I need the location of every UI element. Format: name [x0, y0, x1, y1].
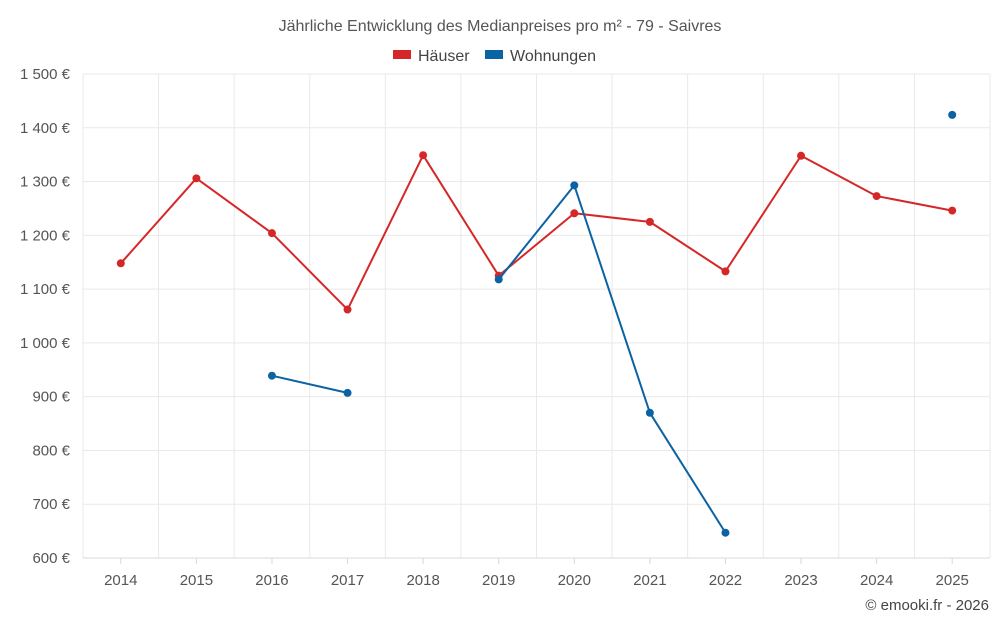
data-point-haeuser[interactable]	[721, 267, 730, 276]
y-tick-label: 700 €	[32, 496, 70, 513]
data-point-haeuser[interactable]	[116, 259, 125, 268]
data-point-haeuser[interactable]	[872, 192, 881, 201]
data-point-haeuser[interactable]	[192, 174, 201, 183]
x-tick-label: 2018	[406, 572, 439, 589]
series-line-wohnungen	[497, 184, 727, 534]
x-axis: 2014 2015 2016 2017 2018 2019 2020 2021 2022 2023…	[83, 557, 990, 589]
x-tick-label: 2024	[860, 572, 893, 589]
x-tick-label: 2025	[936, 572, 969, 589]
x-tick-label: 2019	[482, 572, 515, 589]
data-point-wohnungen[interactable]	[570, 181, 579, 190]
data-point-haeuser[interactable]	[343, 305, 352, 314]
x-tick-label: 2021	[633, 572, 666, 589]
data-point-wohnungen[interactable]	[494, 275, 503, 284]
x-tick-label: 2015	[180, 572, 213, 589]
data-point-wohnungen[interactable]	[645, 408, 654, 417]
legend-swatch-wohnungen	[485, 50, 503, 59]
data-point-haeuser[interactable]	[267, 229, 276, 238]
y-tick-label: 1 100 €	[20, 281, 71, 298]
y-axis: 600 € 700 € 800 € 900 € 1 000 € 1 100 € 1 200 …	[20, 66, 71, 567]
grid	[82, 73, 991, 558]
y-tick-label: 1 400 €	[20, 120, 71, 137]
y-tick-label: 1 500 €	[20, 66, 71, 83]
chart-title: Jährliche Entwicklung des Medianpreises …	[279, 18, 722, 35]
y-tick-label: 600 €	[32, 550, 70, 567]
series-line-wohnungen	[270, 374, 349, 394]
legend-swatch-haeuser	[393, 50, 411, 59]
y-tick-label: 900 €	[32, 389, 70, 406]
data-point-haeuser[interactable]	[570, 209, 579, 218]
y-tick-label: 800 €	[32, 442, 70, 459]
x-tick-label: 2016	[255, 572, 288, 589]
legend-label-wohnungen[interactable]: Wohnungen	[510, 48, 596, 65]
legend-label-haeuser[interactable]: Häuser	[418, 48, 470, 65]
plot-area	[116, 110, 957, 537]
x-tick-label: 2023	[784, 572, 817, 589]
x-tick-label: 2022	[709, 572, 742, 589]
data-point-wohnungen[interactable]	[267, 371, 276, 380]
data-point-haeuser[interactable]	[419, 151, 428, 160]
x-tick-label: 2020	[558, 572, 591, 589]
data-point-wohnungen[interactable]	[343, 388, 352, 397]
credit-text: © emooki.fr - 2026	[865, 597, 989, 614]
data-point-haeuser[interactable]	[797, 151, 806, 160]
data-point-haeuser[interactable]	[948, 206, 957, 215]
x-tick-label: 2017	[331, 572, 364, 589]
y-tick-label: 1 200 €	[20, 227, 71, 244]
x-tick-label: 2014	[104, 572, 137, 589]
y-tick-label: 1 300 €	[20, 174, 71, 191]
data-point-wohnungen[interactable]	[721, 528, 730, 537]
data-point-haeuser[interactable]	[645, 217, 654, 226]
data-point-wohnungen[interactable]	[948, 110, 957, 119]
legend: Häuser Wohnungen	[393, 48, 596, 65]
series-line-haeuser	[119, 154, 954, 311]
y-tick-label: 1 000 €	[20, 335, 71, 352]
